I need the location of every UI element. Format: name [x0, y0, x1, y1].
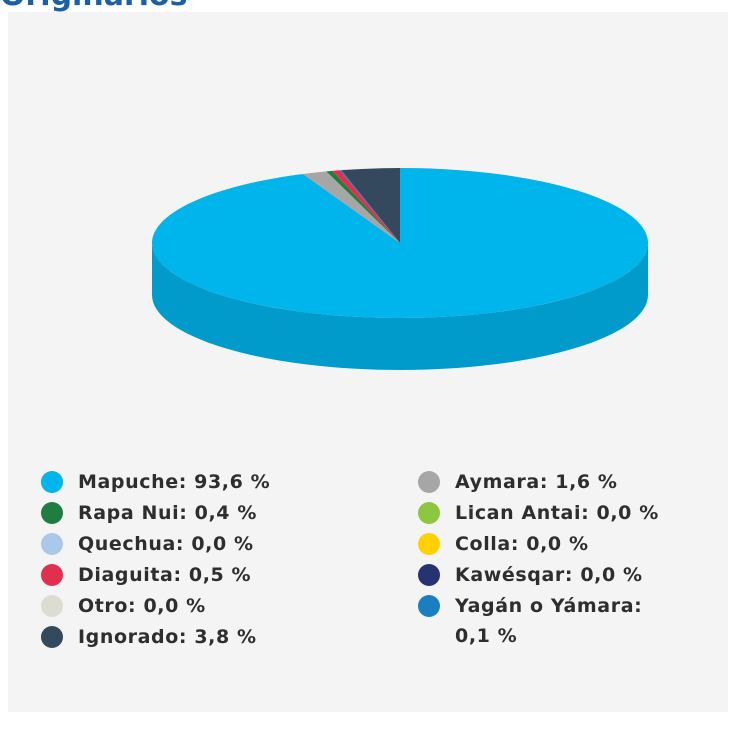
legend-text: Aymara: 1,6 %	[455, 467, 718, 497]
legend-label: Diaguita:	[78, 564, 182, 586]
legend-value: 1,6 %	[555, 471, 618, 493]
legend-value: 0,0 %	[526, 533, 589, 555]
pie-slice	[339, 170, 400, 243]
legend-marker	[41, 564, 63, 586]
legend-item: Colla: 0,0 %	[418, 529, 718, 559]
legend-value: 0,0 %	[580, 564, 643, 586]
legend-label: Yagán o Yámara:	[455, 595, 643, 617]
pie-side	[152, 243, 648, 370]
legend-text: Mapuche: 93,6 %	[78, 467, 348, 497]
legend-value: 3,8 %	[194, 626, 257, 648]
legend-text: Ignorado: 3,8 %	[78, 622, 348, 652]
legend-value: 0,0 %	[143, 595, 206, 617]
pie-slice	[326, 170, 400, 243]
legend-text: Lican Antai: 0,0 %	[455, 498, 718, 528]
legend-item: Mapuche: 93,6 %	[41, 467, 418, 497]
chart-title: Originarios	[0, 0, 188, 13]
legend-item: Yagán o Yámara: 0,1 %	[418, 591, 718, 647]
legend-label: Quechua:	[78, 533, 185, 555]
legend-text: Yagán o Yámara: 0,1 %	[455, 591, 655, 651]
legend-value: 0,0 %	[596, 502, 659, 524]
legend-text: Otro: 0,0 %	[78, 591, 348, 621]
legend-item: Diaguita: 0,5 %	[41, 560, 418, 590]
pie-slice	[332, 170, 400, 243]
legend-item: Kawésqar: 0,0 %	[418, 560, 718, 590]
legend-value: 0,4 %	[194, 502, 257, 524]
legend-text: Diaguita: 0,5 %	[78, 560, 348, 590]
legend-item: Otro: 0,0 %	[41, 591, 418, 621]
legend-label: Rapa Nui:	[78, 502, 188, 524]
legend-marker	[41, 626, 63, 648]
legend-item: Rapa Nui: 0,4 %	[41, 498, 418, 528]
legend-value: 0,1 %	[455, 625, 518, 647]
legend-item: Ignorado: 3,8 %	[41, 622, 418, 652]
pie-slice	[341, 168, 400, 243]
legend-value: 0,5 %	[188, 564, 252, 586]
legend-marker	[418, 533, 440, 555]
legend-item: Aymara: 1,6 %	[418, 467, 718, 497]
legend-text: Quechua: 0,0 %	[78, 529, 348, 559]
legend-label: Ignorado:	[78, 626, 188, 648]
pie-slice	[302, 171, 400, 243]
legend-label: Mapuche:	[78, 471, 187, 493]
legend-value: 93,6 %	[194, 471, 271, 493]
legend: Mapuche: 93,6 % Aymara: 1,6 % Rapa Nui: 0,…	[41, 467, 718, 652]
legend-text: Rapa Nui: 0,4 %	[78, 498, 348, 528]
legend-marker	[41, 502, 63, 524]
legend-marker	[418, 502, 440, 524]
legend-text: Kawésqar: 0,0 %	[455, 560, 718, 590]
legend-marker	[41, 595, 63, 617]
legend-item: Quechua: 0,0 %	[41, 529, 418, 559]
legend-value: 0,0 %	[191, 533, 254, 555]
legend-label: Colla:	[455, 533, 520, 555]
legend-marker	[41, 471, 63, 493]
legend-label: Kawésqar:	[455, 564, 574, 586]
legend-marker	[418, 471, 440, 493]
legend-text: Colla: 0,0 %	[455, 529, 718, 559]
legend-item: Lican Antai: 0,0 %	[418, 498, 718, 528]
legend-label: Aymara:	[455, 471, 549, 493]
legend-marker	[418, 595, 440, 617]
legend-marker	[41, 533, 63, 555]
legend-label: Lican Antai:	[455, 502, 590, 524]
legend-label: Otro:	[78, 595, 137, 617]
legend-marker	[418, 564, 440, 586]
